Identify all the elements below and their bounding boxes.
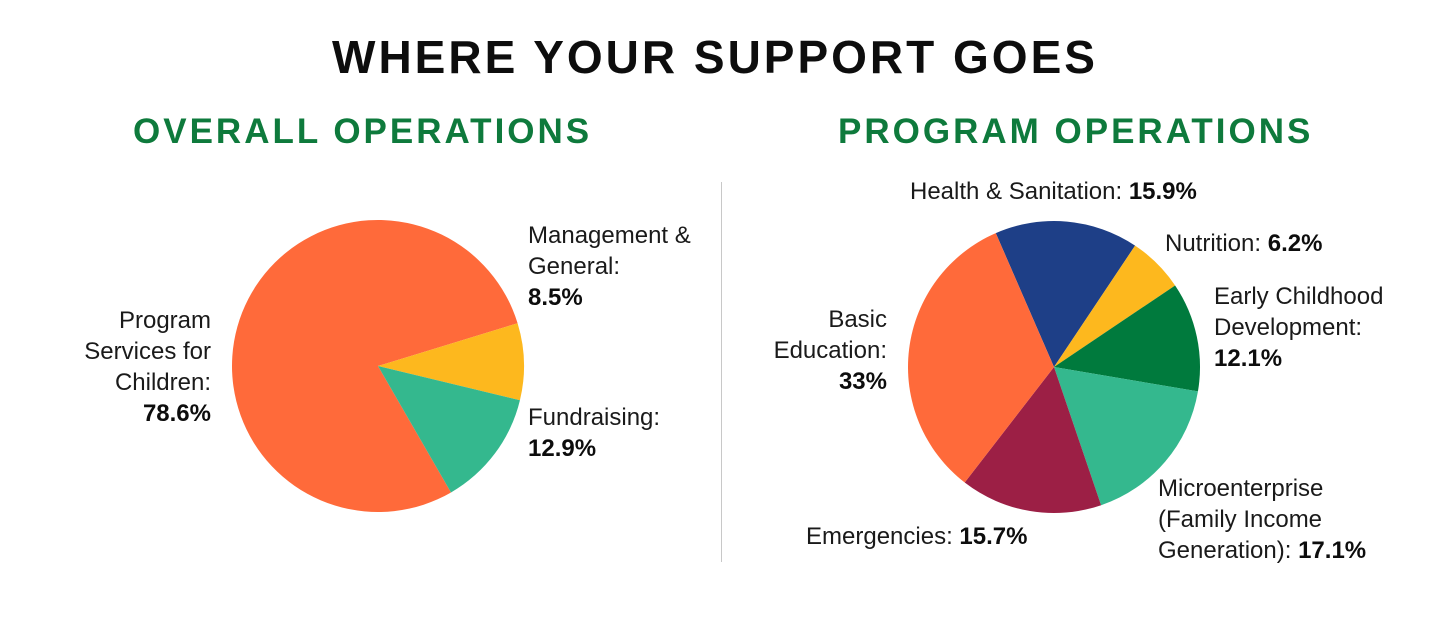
pie-slice-health-sanitation [995,221,1136,367]
program-operations-title: PROGRAM OPERATIONS [838,112,1314,151]
pie-slice-program-services-for-children [231,219,518,512]
pie-slice-microenterprise-family-income-generation [1054,367,1198,506]
slice-label-emergencies: Emergencies: 15.7% [806,523,1028,550]
program-operations-pie [908,221,1200,513]
pie-slice-management-general [378,323,524,401]
overall-operations-title: OVERALL OPERATIONS [133,112,593,151]
pie-slice-nutrition [1054,245,1176,367]
pie-slice-emergencies [964,367,1102,513]
divider [721,182,722,562]
page-title: WHERE YOUR SUPPORT GOES [332,31,1098,83]
slice-label-nutrition: Nutrition: 6.2% [1165,230,1323,257]
slice-label-early-childhood: Early Childhood Development: 12.1% [1214,283,1384,372]
slice-label-microenterprise: Microenterprise (Family Income Generatio… [1158,475,1367,564]
slice-label-management-general: Management & General: 8.5% [528,222,691,311]
slice-label-fundraising: Fundraising: 12.9% [528,404,661,462]
pie-slice-basic-education [908,233,1054,483]
pie-slice-fundraising [378,366,520,493]
overall-operations-pie [231,219,524,512]
slice-label-program-services: Program Services for Children: 78.6% [84,307,211,427]
pie-slice-early-childhood-development [1054,285,1200,392]
slice-label-health-sanitation: Health & Sanitation: 15.9% [910,178,1197,205]
slice-label-basic-education: Basic Education: 33% [773,306,887,395]
